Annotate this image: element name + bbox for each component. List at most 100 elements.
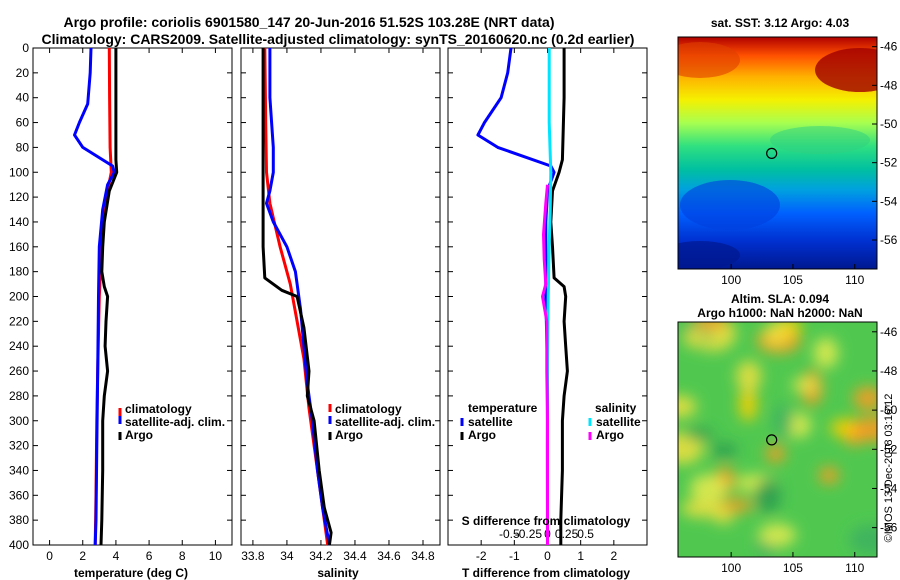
y-tick-label: 280	[9, 389, 29, 403]
sst-map-axes: 100 105 110 -46 -48 -50 -52 -54 -56	[721, 40, 898, 287]
sla-blob	[765, 444, 786, 463]
y-tick-label: 0	[22, 41, 29, 55]
legend-label-climatology: climatology	[125, 402, 192, 416]
sst-field	[678, 37, 877, 269]
map-y-tick-label: -48	[880, 364, 898, 378]
sla-blob	[829, 418, 860, 438]
x-tick-label: 34.4	[343, 549, 367, 563]
y-tick-label: 260	[9, 364, 29, 378]
legend-label-t-satellite: satellite	[468, 415, 513, 429]
s-tick-label: -0.5	[499, 527, 520, 541]
salinity-series	[261, 47, 333, 546]
x-tick-label: 8	[179, 549, 186, 563]
sla-blob	[813, 337, 839, 369]
temperature-legend: climatology satellite-adj. clim. Argo	[118, 402, 225, 442]
x-tick-label: 10	[209, 549, 223, 563]
sst-warm-patch-west	[678, 42, 740, 78]
sla-map: Altim. SLA: 0.094 Argo h1000: NaN h2000:…	[677, 292, 898, 575]
map-x-tick-label: 105	[783, 273, 803, 287]
salinity-axis: 33.8 34 34.2 34.4 34.6 34.8	[241, 47, 440, 563]
temperature-axis: 0 2 4 6 8 10	[46, 48, 222, 563]
map-y-tick-label: -46	[880, 40, 898, 54]
map-x-tick-label: 110	[845, 273, 864, 287]
t-difference-xlabel: T difference from climatology	[462, 566, 630, 580]
salinity-plot-frame	[240, 47, 441, 546]
x-tick-label: 4	[113, 549, 120, 563]
difference-legend: temperature salinity satellite Argo sate…	[460, 401, 641, 442]
x-tick-label: 34.8	[411, 549, 435, 563]
legend-label-satellite: satellite-adj. clim.	[125, 415, 225, 429]
sla-blob	[716, 498, 754, 513]
sla-blob	[683, 328, 706, 348]
x-tick-label: 6	[146, 549, 153, 563]
x-tick-label: -2	[476, 549, 487, 563]
y-tick-label: 340	[9, 463, 29, 477]
y-tick-label: 400	[9, 538, 29, 552]
y-tick-label: 40	[16, 91, 30, 105]
sla-blob	[678, 395, 697, 418]
sst-warm-patch	[815, 48, 877, 92]
y-tick-label: 200	[9, 290, 29, 304]
sla-map-subtitle: Argo h1000: NaN h2000: NaN	[697, 306, 862, 320]
map-y-tick-label: -50	[880, 403, 898, 417]
sla-blob	[736, 360, 762, 392]
sst-map-title: sat. SST: 3.12 Argo: 4.03	[711, 16, 850, 30]
legend-label-s-argo: Argo	[596, 428, 624, 442]
legend-label-t-argo: Argo	[468, 428, 496, 442]
difference-series	[476, 47, 569, 546]
legend-label-climatology: climatology	[335, 402, 402, 416]
salinity-xlabel: salinity	[317, 566, 359, 580]
sla-blob	[773, 404, 794, 438]
sla-background	[678, 322, 877, 557]
map-x-tick-label: 100	[721, 561, 741, 575]
y-tick-label: 360	[9, 488, 29, 502]
temperature-panel: 0204060801001201401601802002202402602803…	[9, 41, 233, 580]
map-y-tick-label: -54	[880, 481, 898, 495]
sla-blob	[692, 322, 729, 330]
sst-coldest-patch	[678, 241, 740, 269]
y-tick-label: 180	[9, 265, 29, 279]
y-tick-label: 240	[9, 339, 29, 353]
sst-green-patch	[770, 126, 870, 154]
salinity-panel: 33.8 34 34.2 34.4 34.6 34.8 salinity climatol…	[240, 47, 441, 580]
t-difference-axis: -2 -1 0 1 2	[448, 47, 647, 563]
map-y-tick-label: -56	[880, 233, 898, 247]
map-y-tick-label: -48	[880, 78, 898, 92]
y-tick-label: 380	[9, 513, 29, 527]
map-y-tick-label: -54	[880, 194, 898, 208]
map-x-tick-label: 105	[783, 561, 803, 575]
s-tick-label: 0.25	[555, 527, 579, 541]
map-y-tick-label: -46	[880, 325, 898, 339]
sla-map-title: Altim. SLA: 0.094	[731, 292, 829, 306]
salinity-legend: climatology satellite-adj. clim. Argo	[328, 402, 435, 442]
sla-blob	[763, 322, 789, 347]
series-line-argo	[261, 48, 333, 546]
sla-blob	[818, 466, 840, 485]
series-line-satellite-adj-clim-	[265, 48, 331, 546]
legend-label-s-satellite: satellite	[596, 415, 641, 429]
sst-map: sat. SST: 3.12 Argo: 4.03 100 105 110 -46 -4…	[677, 16, 898, 287]
y-tick-label: 60	[16, 116, 30, 130]
sla-blob	[680, 499, 726, 518]
series-line-satellite-adj-clim-	[73, 47, 116, 546]
sla-blob	[791, 378, 819, 392]
sst-cold-patch	[680, 180, 780, 230]
x-tick-label: 33.8	[241, 549, 265, 563]
legend-label-argo: Argo	[335, 428, 363, 442]
x-tick-label: 1	[577, 549, 584, 563]
y-tick-label: 120	[9, 190, 29, 204]
temperature-plot-frame	[32, 47, 233, 546]
x-tick-label: 2	[79, 549, 86, 563]
sla-argo-location-marker	[766, 434, 778, 446]
sla-blob	[713, 510, 735, 524]
sla-blob	[685, 428, 715, 441]
y-tick-label: 140	[9, 215, 29, 229]
sla-blob	[853, 386, 877, 411]
sla-blob	[758, 523, 797, 547]
x-tick-label: 0	[544, 549, 551, 563]
s-tick-label: -0.25	[515, 527, 543, 541]
map-y-tick-label: -56	[880, 521, 898, 535]
sla-blob	[689, 474, 728, 503]
y-tick-label: 80	[16, 140, 30, 154]
